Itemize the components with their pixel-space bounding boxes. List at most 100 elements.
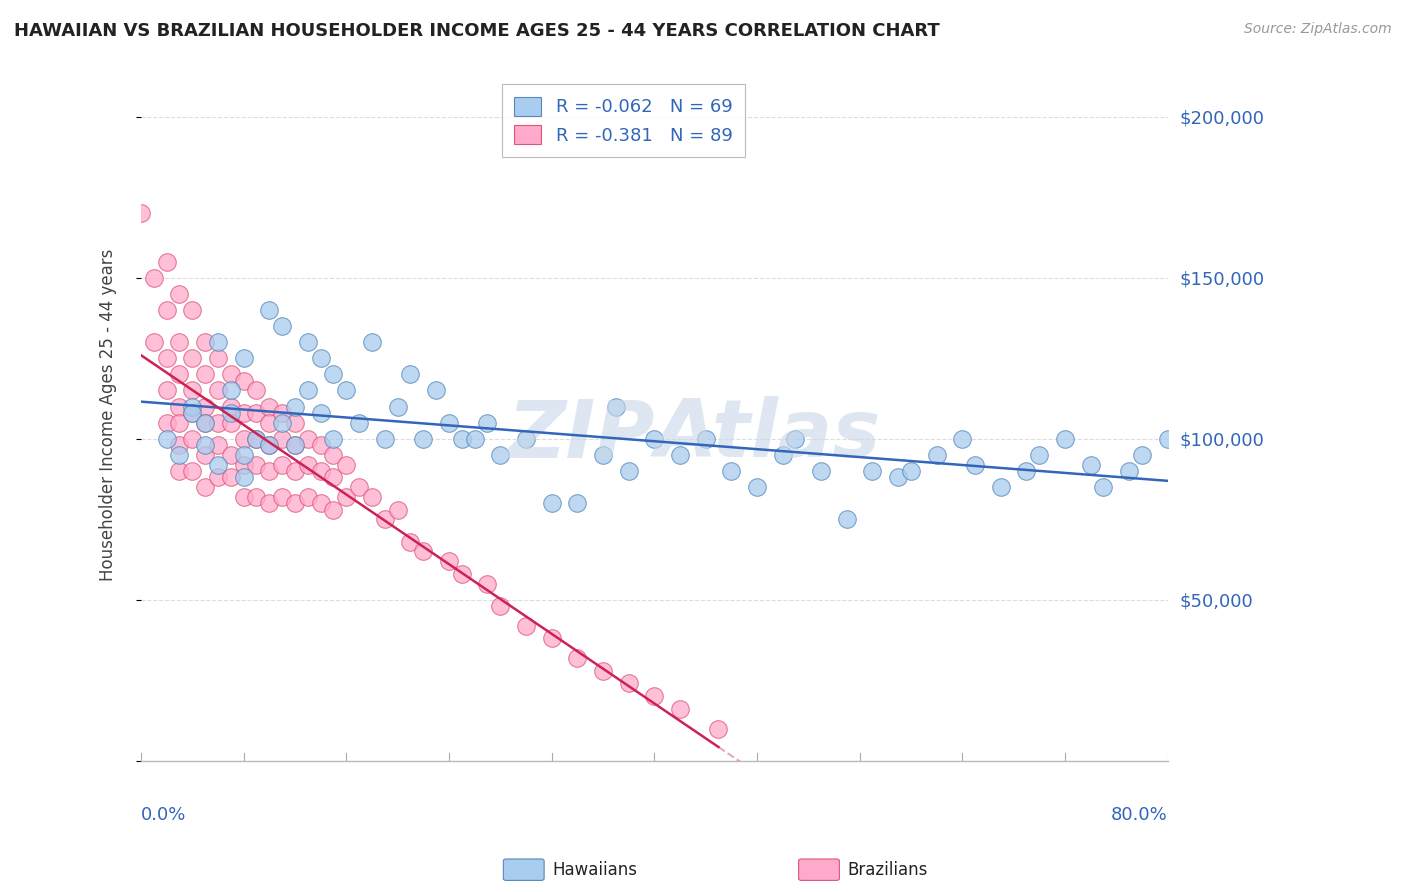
Point [232,406,254,420]
Point [450,567,472,582]
Point [219,470,242,484]
Point [232,470,254,484]
Point [540,496,562,510]
Point [284,496,307,510]
Point [592,448,614,462]
Point [232,490,254,504]
Point [219,416,242,430]
Point [207,384,229,398]
Point [156,254,179,268]
Text: Atlas: Atlas [654,396,880,475]
Point [567,496,589,510]
Point [412,432,434,446]
Point [284,416,307,430]
Point [297,458,319,472]
Point [169,286,191,301]
Point [232,458,254,472]
Point [335,384,357,398]
Point [129,206,152,220]
Point [232,448,254,462]
Point [142,335,165,350]
Point [810,464,832,478]
Point [232,351,254,366]
Point [399,368,422,382]
Point [887,470,910,484]
Point [194,416,217,430]
Point [245,384,267,398]
Point [361,335,384,350]
Point [259,303,281,318]
Point [322,368,344,382]
Point [669,448,692,462]
Point [361,490,384,504]
Point [194,448,217,462]
Point [1028,448,1050,462]
Point [489,448,512,462]
Point [259,416,281,430]
Point [194,335,217,350]
Point [785,432,807,446]
Point [347,416,370,430]
Point [860,464,883,478]
Point [1118,464,1140,478]
Point [309,351,332,366]
Text: Brazilians: Brazilians [848,861,928,879]
Point [169,438,191,452]
Point [219,448,242,462]
Point [156,416,179,430]
Point [399,534,422,549]
Point [1080,458,1102,472]
Text: Source: ZipAtlas.com: Source: ZipAtlas.com [1244,22,1392,37]
Point [617,464,640,478]
Point [284,400,307,414]
Point [232,374,254,388]
Point [322,502,344,516]
Point [643,690,665,704]
Point [605,400,627,414]
Point [374,512,396,526]
Point [1053,432,1076,446]
Point [707,722,730,736]
Point [963,458,986,472]
Point [207,458,229,472]
Point [387,502,409,516]
Point [297,384,319,398]
Point [900,464,922,478]
Point [515,432,537,446]
Point [142,270,165,285]
Point [181,351,204,366]
Point [720,464,742,478]
Point [271,406,294,420]
Point [1130,448,1153,462]
Point [219,384,242,398]
Point [245,490,267,504]
Point [245,458,267,472]
Point [156,303,179,318]
Point [477,416,499,430]
Point [259,496,281,510]
Point [207,438,229,452]
Point [425,384,447,398]
Point [284,438,307,452]
Point [181,464,204,478]
Text: Hawaiians: Hawaiians [553,861,637,879]
Point [297,335,319,350]
Point [207,416,229,430]
Point [169,464,191,478]
Point [297,490,319,504]
Point [169,335,191,350]
Point [669,702,692,716]
Point [181,400,204,414]
Point [437,416,460,430]
Point [335,458,357,472]
Point [322,470,344,484]
Text: 80.0%: 80.0% [1111,805,1167,824]
Legend: R = -0.062   N = 69, R = -0.381   N = 89: R = -0.062 N = 69, R = -0.381 N = 89 [502,85,745,158]
Point [297,432,319,446]
Point [181,432,204,446]
Point [990,480,1012,494]
Point [194,480,217,494]
Point [259,464,281,478]
Point [695,432,717,446]
Point [271,319,294,334]
